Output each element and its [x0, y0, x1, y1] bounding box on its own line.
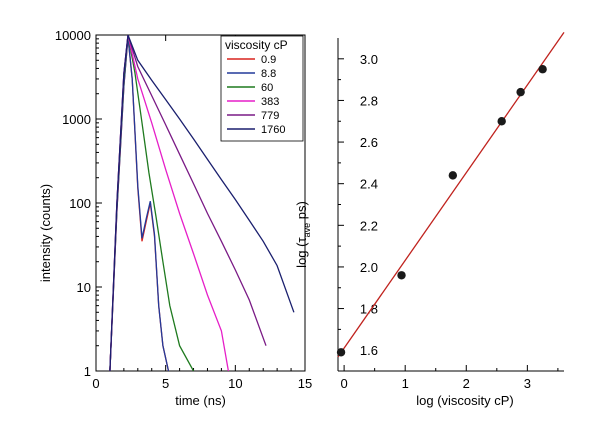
legend-label-0.9: 0.9	[261, 54, 276, 66]
left-y-tick-label: 1000	[62, 112, 91, 127]
legend-label-8.8: 8.8	[261, 68, 276, 80]
scatter-point	[397, 271, 406, 280]
right-y-tick-label: 2.4	[360, 177, 378, 192]
series-line-1760	[109, 35, 295, 371]
right-y-tick-label: 1.6	[360, 343, 378, 358]
right-y-tick-label: 2.8	[360, 93, 378, 108]
left-y-tick-label: 100	[69, 196, 91, 211]
right-x-axis-label: log (viscosity cP)	[416, 393, 514, 408]
right-y-axis-label: log (τave ps)	[294, 201, 312, 268]
right-y-axis-label-post: ps)	[294, 201, 309, 223]
right-y-tick-label: 3.0	[360, 52, 378, 67]
left-y-tick-label: 10000	[55, 28, 91, 43]
legend-label-1760: 1760	[261, 124, 285, 136]
series-line-60	[109, 35, 195, 371]
series-line-383	[109, 35, 230, 371]
legend-title: viscosity cP	[225, 38, 288, 52]
left-x-tick-label: 15	[298, 376, 312, 391]
legend-box	[220, 35, 304, 142]
legend-label-60: 60	[261, 82, 273, 94]
right-x-tick-label: 2	[463, 376, 470, 391]
right-x-tick-label: 0	[340, 376, 347, 391]
scatter-point	[497, 117, 506, 126]
left-x-tick-label: 10	[228, 376, 242, 391]
series-line-8.8	[109, 36, 170, 371]
right-x-tick-label: 1	[402, 376, 409, 391]
legend-label-383: 383	[261, 96, 279, 108]
right-y-axis-label-pre: log (τ	[294, 237, 309, 268]
right-y-tick-label: 2.0	[360, 260, 378, 275]
left-x-tick-label: 5	[162, 376, 169, 391]
right-x-tick-label: 3	[524, 376, 531, 391]
left-y-tick-label: 1	[84, 364, 91, 379]
fit-line	[337, 32, 565, 358]
right-y-tick-label: 2.2	[360, 218, 378, 233]
scatter-point	[448, 171, 458, 180]
scatter-point	[516, 87, 525, 97]
scatter-point	[538, 65, 547, 74]
left-x-axis-label: time (ns)	[175, 393, 226, 408]
left-y-tick-label: 10	[77, 280, 91, 295]
left-y-axis-label: intensity (counts)	[38, 184, 53, 282]
scatter-point	[336, 348, 346, 357]
right-y-tick-label: 2.6	[360, 135, 378, 150]
left-x-tick-label: 0	[92, 376, 99, 391]
legend-label-779: 779	[261, 110, 279, 122]
right-y-axis-label-sub: ave	[302, 223, 312, 238]
